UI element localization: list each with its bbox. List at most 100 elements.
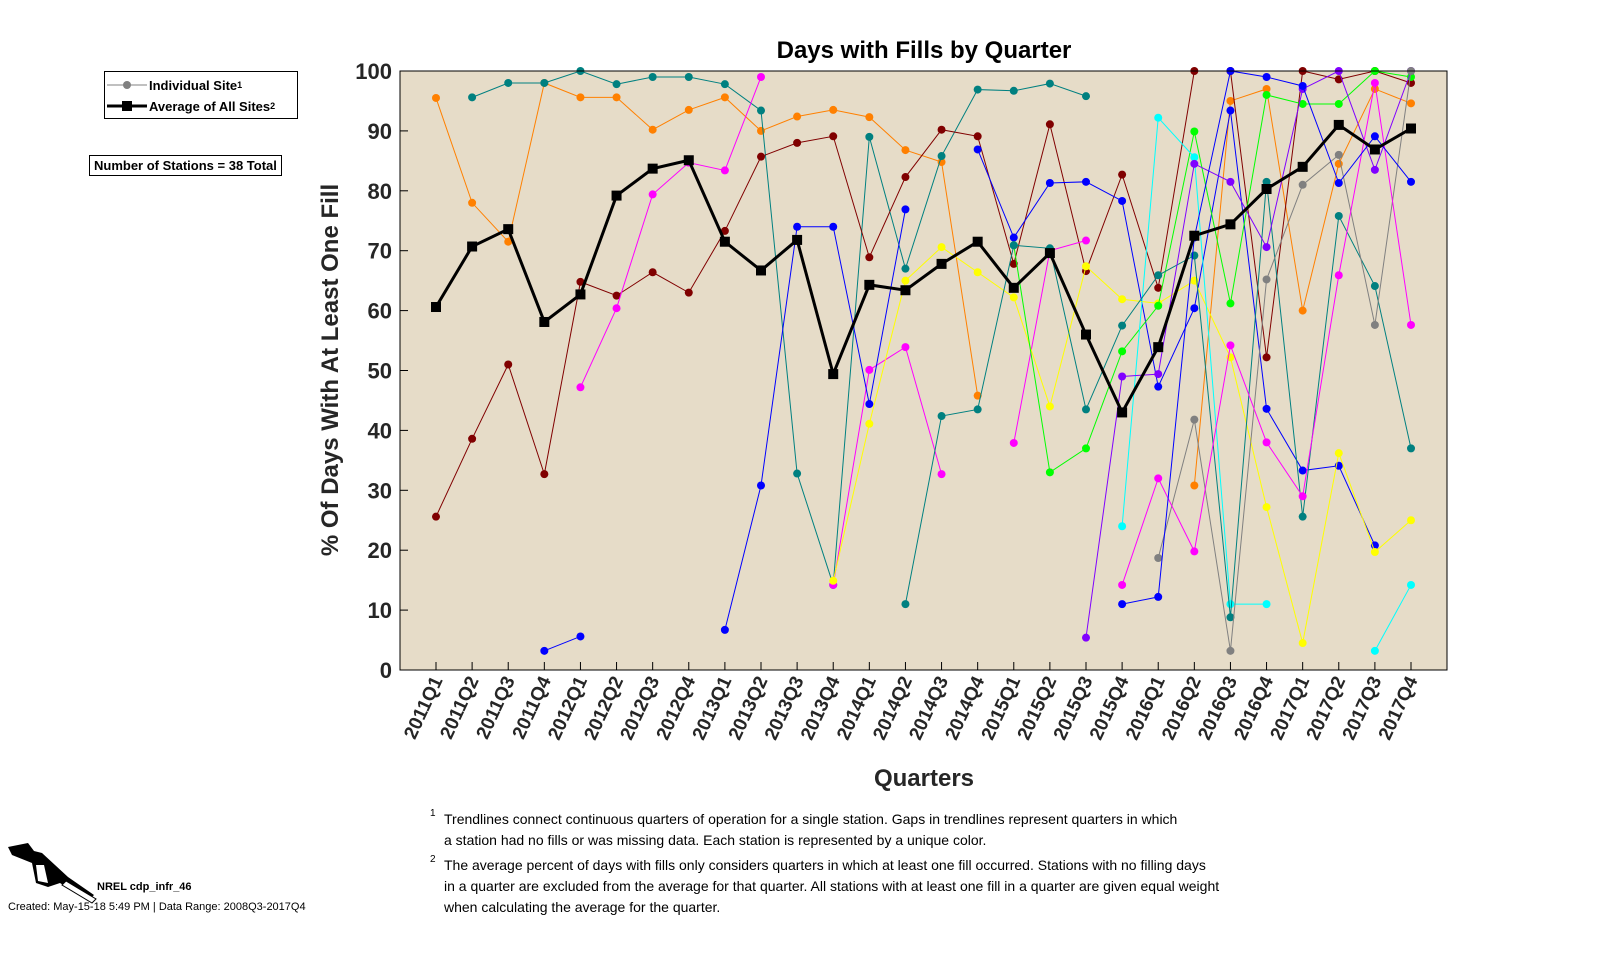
series-site-gray	[1154, 67, 1415, 655]
average-point	[1189, 230, 1200, 241]
average-point	[936, 258, 947, 269]
data-point	[720, 93, 729, 102]
data-point	[1082, 633, 1090, 642]
data-point	[1262, 438, 1271, 447]
data-point	[865, 419, 874, 428]
data-point	[1262, 353, 1271, 362]
data-point	[1407, 177, 1415, 186]
data-point	[1407, 516, 1415, 525]
data-point	[576, 277, 585, 286]
footnote-1: 1 Trendlines connect continuous quarters…	[430, 808, 1178, 851]
data-point	[973, 391, 982, 400]
data-point	[576, 93, 585, 102]
data-point	[648, 72, 657, 81]
data-point	[1370, 165, 1379, 174]
y-tick-label: 40	[368, 418, 392, 443]
data-point	[829, 132, 838, 141]
legend-label-individual: Individual Site	[149, 77, 238, 93]
data-point	[720, 166, 729, 175]
average-point	[1297, 161, 1308, 172]
data-point	[829, 105, 838, 114]
data-point	[757, 106, 765, 115]
data-point	[504, 78, 513, 87]
stations-count-box: Number of Stations = 38 Total	[89, 155, 282, 176]
data-point	[1407, 99, 1415, 108]
y-tick-label: 20	[368, 538, 392, 563]
data-point	[793, 138, 802, 147]
data-point	[684, 105, 693, 114]
data-point	[1118, 522, 1127, 531]
data-point	[1298, 180, 1307, 189]
average-point	[756, 265, 766, 276]
y-tick-label: 50	[368, 359, 392, 384]
data-point	[1009, 259, 1018, 268]
data-point	[612, 80, 621, 89]
data-point	[1370, 132, 1379, 141]
average-point	[539, 316, 550, 327]
data-point	[576, 632, 585, 641]
legend-item-average: Average of All Sites 2	[105, 96, 275, 116]
average-point	[1044, 248, 1055, 259]
data-point	[865, 400, 874, 409]
data-point	[1045, 468, 1054, 477]
average-point	[719, 236, 730, 247]
data-point	[1298, 466, 1307, 475]
data-point	[1118, 321, 1127, 330]
data-point	[1226, 613, 1235, 622]
data-point	[1082, 177, 1090, 186]
data-point	[829, 222, 838, 231]
data-point	[937, 152, 946, 161]
data-point	[1154, 553, 1163, 562]
legend: Individual Site 1 Average of All Sites 2	[104, 71, 298, 119]
footnote-line: Trendlines connect continuous quarters o…	[444, 811, 1178, 827]
data-point	[1262, 275, 1271, 284]
series-line	[1085, 70, 1412, 638]
data-point	[612, 291, 621, 300]
footnote-2: 2 The average percent of days with fills…	[430, 854, 1219, 918]
data-point	[865, 113, 874, 122]
data-point	[1298, 81, 1307, 90]
data-point	[468, 93, 477, 102]
data-point	[1262, 503, 1271, 512]
data-point	[1334, 179, 1343, 188]
x-axis-label: Quarters	[874, 765, 974, 792]
data-point	[540, 470, 549, 479]
data-point	[612, 304, 621, 313]
data-point	[1407, 72, 1415, 81]
data-point	[612, 93, 621, 102]
y-tick-label: 10	[368, 598, 392, 623]
average-point	[647, 163, 658, 174]
data-point	[1154, 283, 1163, 292]
data-point	[1334, 211, 1343, 220]
data-point	[1370, 282, 1379, 291]
data-point	[1226, 341, 1235, 350]
data-point	[973, 85, 982, 94]
data-point	[1045, 179, 1054, 188]
data-point	[1190, 415, 1199, 424]
data-point	[1370, 547, 1379, 556]
y-tick-label: 90	[368, 119, 392, 144]
data-point	[540, 646, 549, 655]
data-point	[1298, 492, 1307, 501]
data-point	[1262, 72, 1271, 81]
data-point	[684, 288, 693, 297]
data-point	[793, 112, 802, 121]
average-point	[1261, 184, 1272, 195]
data-point	[1009, 438, 1018, 447]
footnote-line: The average percent of days with fills o…	[444, 857, 1206, 873]
data-point	[1298, 306, 1307, 315]
data-point	[648, 190, 657, 199]
data-point	[1407, 580, 1415, 589]
data-point	[1082, 444, 1090, 453]
data-point	[1118, 600, 1127, 609]
data-point	[1118, 295, 1127, 304]
data-point	[720, 80, 729, 89]
average-point	[683, 155, 694, 166]
data-point	[1262, 84, 1271, 93]
average-point	[575, 289, 586, 300]
y-tick-label: 70	[368, 239, 392, 264]
average-point	[431, 302, 441, 313]
data-point	[1118, 372, 1127, 381]
average-point	[503, 224, 514, 235]
data-point	[576, 383, 585, 392]
